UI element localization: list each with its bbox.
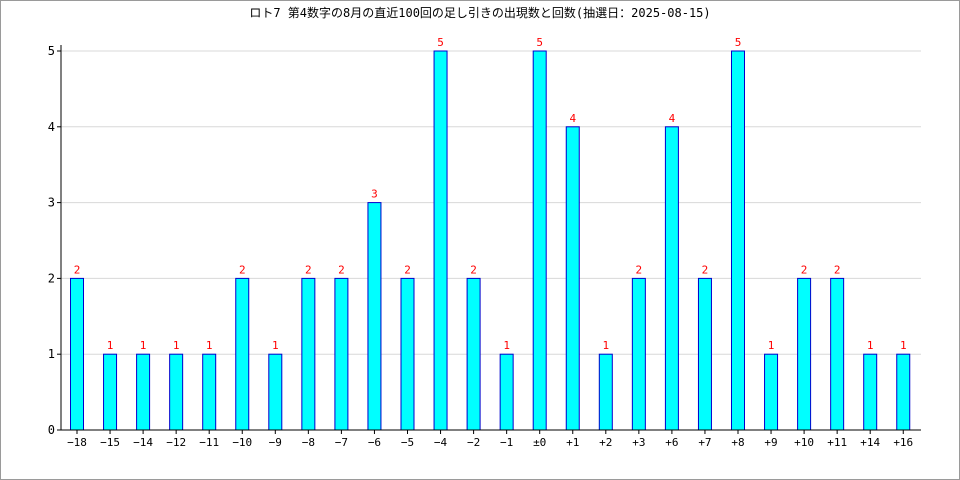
bar-value-label: 1 bbox=[768, 339, 775, 352]
x-tick-label: +2 bbox=[599, 436, 612, 449]
bar-value-label: 1 bbox=[503, 339, 510, 352]
x-tick-label: −11 bbox=[199, 436, 219, 449]
x-tick-label: −9 bbox=[269, 436, 282, 449]
bar-value-label: 1 bbox=[900, 339, 907, 352]
bar-value-label: 2 bbox=[636, 263, 643, 276]
bar bbox=[466, 277, 481, 431]
bar-value-label: 1 bbox=[867, 339, 874, 352]
bar-value-label: 1 bbox=[107, 339, 114, 352]
y-tick-label: 5 bbox=[48, 44, 55, 58]
x-tick-label: +9 bbox=[764, 436, 777, 449]
bar bbox=[235, 277, 250, 431]
x-tick-label: +3 bbox=[632, 436, 645, 449]
bar bbox=[400, 277, 415, 431]
bar-value-label: 2 bbox=[801, 263, 808, 276]
bar bbox=[565, 126, 580, 431]
bar bbox=[797, 277, 812, 431]
x-tick-label: −14 bbox=[133, 436, 153, 449]
bar bbox=[764, 353, 779, 431]
bar bbox=[598, 353, 613, 431]
bar bbox=[664, 126, 679, 431]
x-tick-label: −1 bbox=[500, 436, 513, 449]
x-tick-label: −18 bbox=[67, 436, 87, 449]
x-tick-label: −8 bbox=[302, 436, 315, 449]
chart-title: ロト7 第4数字の8月の直近100回の足し引きの出現数と回数(抽選日：2025-… bbox=[249, 6, 711, 20]
y-tick-label: 4 bbox=[48, 120, 55, 134]
x-tick-label: +10 bbox=[794, 436, 814, 449]
bar bbox=[301, 277, 316, 431]
bar bbox=[103, 353, 118, 431]
bar bbox=[499, 353, 514, 431]
y-tick-label: 1 bbox=[48, 347, 55, 361]
axes bbox=[57, 45, 921, 434]
bar bbox=[631, 277, 646, 431]
bar bbox=[136, 353, 151, 431]
bar bbox=[268, 353, 283, 431]
bar bbox=[433, 50, 448, 431]
data-labels: 2 1 1 1 1 2 1 2 2 3 2 5 2 1 5 4 1 2 4 2 5 1 2 2 1 1 bbox=[74, 36, 907, 352]
bar bbox=[169, 353, 184, 431]
bar-value-label: 1 bbox=[140, 339, 147, 352]
x-tick-label: ±0 bbox=[533, 436, 546, 449]
bar-value-label: 4 bbox=[569, 112, 576, 125]
bar-value-label: 2 bbox=[404, 263, 411, 276]
x-tick-label: +8 bbox=[731, 436, 744, 449]
x-tick-label: −10 bbox=[232, 436, 252, 449]
x-tick-label: −2 bbox=[467, 436, 480, 449]
x-tick-label: +16 bbox=[893, 436, 913, 449]
bar-value-label: 1 bbox=[602, 339, 609, 352]
bar bbox=[367, 202, 382, 431]
x-tick-label: −12 bbox=[166, 436, 186, 449]
bar-value-label: 5 bbox=[735, 36, 742, 49]
bar-value-label: 2 bbox=[239, 263, 246, 276]
bar-value-label: 5 bbox=[437, 36, 444, 49]
x-tick-labels: −18 −15 −14 −12 −11 −10 −9 −8 −7 −6 −5 −4 −2 −1 ±0 +1 +2… bbox=[67, 436, 913, 449]
bar bbox=[830, 277, 845, 431]
bars bbox=[70, 50, 911, 431]
bar-value-label: 3 bbox=[371, 188, 378, 201]
x-tick-label: +1 bbox=[566, 436, 579, 449]
bar-value-label: 4 bbox=[669, 112, 676, 125]
bar bbox=[532, 50, 547, 431]
bar bbox=[731, 50, 745, 431]
bar-value-label: 2 bbox=[470, 263, 477, 276]
bar-value-label: 2 bbox=[834, 263, 841, 276]
bar bbox=[70, 277, 84, 431]
bar-value-label: 2 bbox=[74, 263, 81, 276]
y-tick-label: 0 bbox=[48, 423, 55, 437]
bar-value-label: 2 bbox=[338, 263, 345, 276]
x-tick-label: +7 bbox=[698, 436, 711, 449]
bar bbox=[863, 353, 878, 431]
bar bbox=[896, 353, 911, 431]
x-tick-label: −15 bbox=[100, 436, 120, 449]
grid-lines bbox=[61, 50, 921, 355]
x-tick-label: −6 bbox=[368, 436, 381, 449]
x-tick-label: −7 bbox=[335, 436, 348, 449]
x-tick-label: +11 bbox=[827, 436, 847, 449]
bar bbox=[697, 277, 712, 431]
x-tick-label: −5 bbox=[401, 436, 414, 449]
bar-value-label: 1 bbox=[272, 339, 279, 352]
x-tick-label: +6 bbox=[665, 436, 678, 449]
bar-value-label: 2 bbox=[702, 263, 709, 276]
x-tick-label: −4 bbox=[434, 436, 448, 449]
bar-value-label: 1 bbox=[206, 339, 213, 352]
y-tick-labels: 0 1 2 3 4 5 bbox=[48, 44, 55, 437]
x-tick-label: +14 bbox=[860, 436, 880, 449]
y-tick-label: 2 bbox=[48, 271, 55, 285]
y-tick-label: 3 bbox=[48, 196, 55, 210]
bar bbox=[202, 353, 217, 431]
bar-value-label: 2 bbox=[305, 263, 312, 276]
bar bbox=[334, 277, 349, 431]
bar-value-label: 5 bbox=[536, 36, 543, 49]
bar-value-label: 1 bbox=[173, 339, 180, 352]
